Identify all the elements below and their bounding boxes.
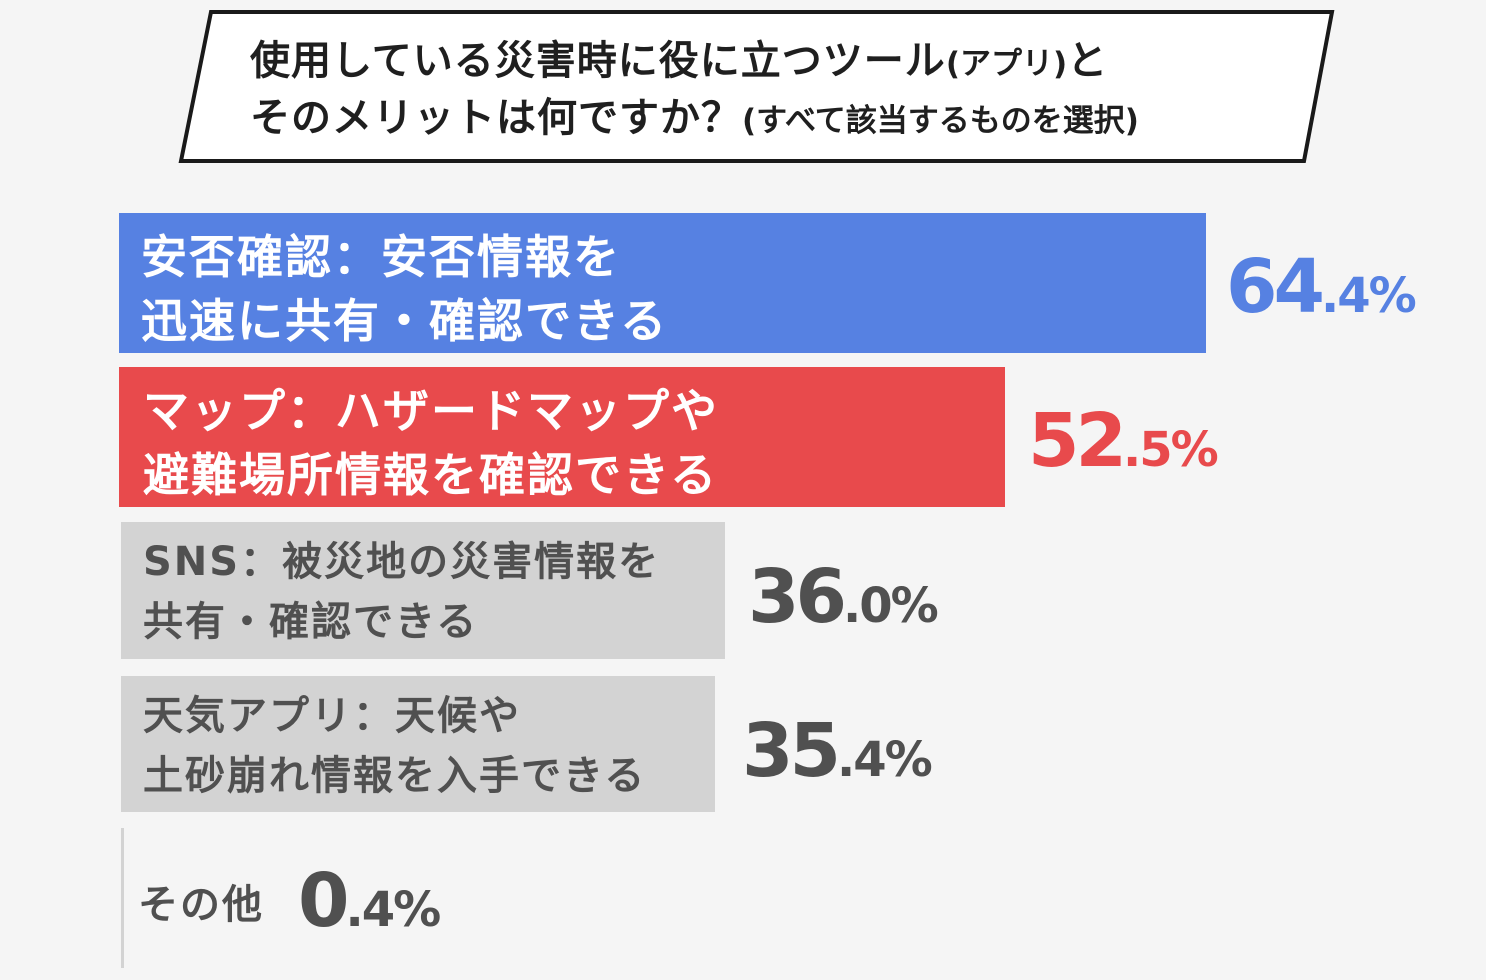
value-label-other: 0.4%: [298, 858, 441, 944]
question-title-box: 使用している災害時に役に立つツール(アプリ)と そのメリットは何ですか？(すべて…: [0, 0, 1486, 175]
value-label-sns: 36.0%: [748, 554, 939, 640]
value-label-hazard-map: 52.5%: [1028, 398, 1219, 484]
bar-label-other: その他: [138, 882, 264, 928]
bar-sns: SNS：被災地の災害情報を 共有・確認できる: [121, 522, 725, 659]
bar-label: SNS：被災地の災害情報を 共有・確認できる: [143, 539, 661, 645]
question-title: 使用している災害時に役に立つツール(アプリ)と そのメリットは何ですか？(すべて…: [250, 34, 1310, 148]
value-label-safety-confirmation: 64.4%: [1226, 244, 1417, 330]
title-parallelogram-frame: [178, 10, 1335, 163]
bar-other: [121, 828, 124, 968]
bar-label: マップ：ハザードマップや 避難場所情報を確認できる: [143, 384, 719, 502]
bar-weather-app: 天気アプリ：天候や 土砂崩れ情報を入手できる: [121, 676, 715, 812]
bar-safety-confirmation: 安否確認：安否情報を 迅速に共有・確認できる: [119, 213, 1206, 353]
title-line-1: 使用している災害時に役に立つツール(アプリ)と: [250, 38, 1109, 84]
bar-label: 安否確認：安否情報を 迅速に共有・確認できる: [141, 230, 669, 348]
value-label-weather-app: 35.4%: [742, 708, 933, 794]
title-line-2: そのメリットは何ですか？(すべて該当するものを選択): [250, 95, 1139, 141]
bar-label: 天気アプリ：天候や 土砂崩れ情報を入手できる: [143, 693, 647, 799]
bar-hazard-map: マップ：ハザードマップや 避難場所情報を確認できる: [119, 367, 1005, 507]
